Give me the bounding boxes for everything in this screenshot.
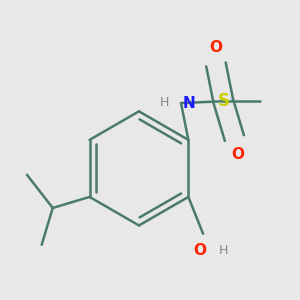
Text: S: S (217, 92, 229, 110)
Text: O: O (209, 40, 223, 56)
Text: H: H (219, 244, 228, 257)
Text: N: N (183, 96, 196, 111)
Text: O: O (232, 147, 244, 162)
Text: O: O (193, 243, 206, 258)
Text: H: H (160, 96, 169, 109)
